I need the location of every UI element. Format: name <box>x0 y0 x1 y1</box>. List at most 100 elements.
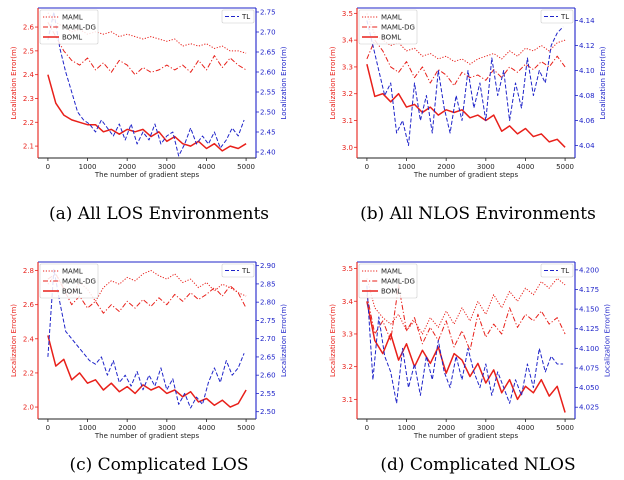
right-y-tick-label: 2.70 <box>260 335 276 343</box>
x-tick-label: 2000 <box>437 424 455 432</box>
series-line-tl <box>366 20 564 146</box>
legend-label-tl: TL <box>241 267 250 275</box>
x-tick-label: 0 <box>46 424 50 432</box>
legend-label-boml: BOML <box>381 34 401 42</box>
right-y-tick-label: 4.125 <box>579 325 599 333</box>
left-y-tick-label: 3.1 <box>342 117 353 125</box>
legend-label-maml-dg: MAML-DG <box>62 24 96 32</box>
left-y-tick-label: 3.4 <box>342 37 354 45</box>
right-y-tick-label: 4.175 <box>579 286 599 294</box>
series-line-boml <box>366 64 566 148</box>
right-y-tick-label: 4.10 <box>579 67 595 75</box>
left-y-tick-label: 2.4 <box>23 335 35 343</box>
right-y-tick-label: 2.75 <box>260 317 276 325</box>
series-line-maml-dg <box>366 39 566 87</box>
left-y-tick-label: 2.2 <box>23 369 34 377</box>
x-tick-label: 5000 <box>237 424 255 432</box>
legend-right: TL <box>540 9 574 24</box>
legend-left: MAML MAML-DG BOML <box>39 9 99 45</box>
left-y-tick-label: 3.1 <box>342 396 353 404</box>
x-tick-label: 0 <box>365 163 369 171</box>
series-line-tl <box>366 285 564 404</box>
x-tick-label: 1000 <box>79 163 97 171</box>
right-y-axis-label: Localization Error(m) <box>280 46 288 119</box>
right-y-tick-label: 4.06 <box>579 117 595 125</box>
left-y-tick-label: 3.5 <box>342 265 353 273</box>
left-y-tick-label: 2.1 <box>23 143 34 151</box>
legend-label-maml-dg: MAML-DG <box>381 24 415 32</box>
legend-label-tl: TL <box>560 13 569 21</box>
right-y-tick-label: 2.65 <box>260 353 276 361</box>
x-tick-label: 2000 <box>118 163 136 171</box>
x-tick-label: 3000 <box>477 424 495 432</box>
legend-label-maml-dg: MAML-DG <box>62 278 96 286</box>
right-y-tick-label: 2.60 <box>260 69 276 77</box>
right-y-tick-label: 2.90 <box>260 262 276 270</box>
series-line-tl <box>47 11 245 157</box>
right-y-tick-label: 2.85 <box>260 280 276 288</box>
x-tick-label: 1000 <box>79 424 97 432</box>
right-y-tick-label: 4.075 <box>579 364 599 372</box>
series-line-boml <box>47 335 247 408</box>
left-y-axis-label: Localization Error(m) <box>329 304 337 377</box>
legend-box <box>39 9 99 45</box>
left-y-tick-label: 3.2 <box>342 90 353 98</box>
left-y-tick-label: 3.2 <box>342 363 353 371</box>
legend-box <box>358 263 418 299</box>
x-axis-label: The number of gradient steps <box>94 171 200 179</box>
series-group <box>366 13 566 148</box>
right-y-tick-label: 4.14 <box>579 17 595 25</box>
x-tick-label: 5000 <box>556 424 574 432</box>
legend-left: MAML MAML-DG BOML <box>358 263 418 299</box>
right-y-tick-label: 2.75 <box>260 9 276 17</box>
legend-right: TL <box>221 263 255 278</box>
x-tick-label: 0 <box>365 424 369 432</box>
series-line-maml <box>47 270 247 302</box>
x-tick-label: 3000 <box>477 163 495 171</box>
left-y-tick-label: 2.8 <box>23 267 34 275</box>
right-y-tick-label: 2.60 <box>260 372 276 380</box>
legend-box <box>39 263 99 299</box>
subfigure-caption: (c) Complicated LOS <box>69 455 248 475</box>
left-y-tick-label: 2.6 <box>23 24 35 32</box>
legend-left: MAML MAML-DG BOML <box>358 9 418 45</box>
series-line-boml <box>366 301 566 413</box>
right-y-tick-label: 4.150 <box>579 306 599 314</box>
right-y-tick-label: 2.50 <box>260 408 276 416</box>
x-tick-label: 4000 <box>517 424 535 432</box>
x-axis-label: The number of gradient steps <box>413 171 519 179</box>
right-y-tick-label: 4.100 <box>579 345 599 353</box>
right-y-axis-label: Localization Error(m) <box>599 46 607 119</box>
series-group <box>366 277 566 413</box>
series-line-maml-dg <box>47 22 247 76</box>
right-y-tick-label: 4.200 <box>579 266 599 274</box>
right-y-tick-label: 2.50 <box>260 109 276 117</box>
right-y-tick-label: 4.04 <box>579 142 595 150</box>
right-y-tick-label: 2.70 <box>260 29 276 37</box>
right-y-axis-label: Localization Error(m) <box>604 304 612 377</box>
series-line-maml <box>366 277 566 335</box>
legend-left: MAML MAML-DG BOML <box>39 263 99 299</box>
x-tick-label: 3000 <box>158 163 176 171</box>
x-tick-label: 4000 <box>198 163 216 171</box>
series-line-boml <box>47 74 247 152</box>
right-y-tick-label: 2.55 <box>260 390 276 398</box>
subfigure-caption: (b) All NLOS Environments <box>360 204 596 224</box>
right-y-axis-label: Localization Error(m) <box>280 304 288 377</box>
left-y-tick-label: 2.3 <box>23 95 34 103</box>
right-y-tick-label: 4.050 <box>579 384 599 392</box>
x-tick-label: 3000 <box>158 424 176 432</box>
subfigure-caption: (d) Complicated NLOS <box>380 455 575 475</box>
legend-label-maml: MAML <box>381 14 402 22</box>
legend-label-boml: BOML <box>62 288 82 296</box>
right-y-tick-label: 4.12 <box>579 42 595 50</box>
left-y-tick-label: 2.5 <box>23 47 34 55</box>
right-y-tick-label: 2.40 <box>260 149 276 157</box>
subfigure-caption: (a) All LOS Environments <box>49 204 269 224</box>
x-tick-label: 1000 <box>398 163 416 171</box>
legend-label-boml: BOML <box>62 34 82 42</box>
x-axis-label: The number of gradient steps <box>413 432 519 440</box>
x-axis-label: The number of gradient steps <box>94 432 200 440</box>
right-y-tick-label: 4.08 <box>579 92 595 100</box>
legend-right: TL <box>221 9 255 24</box>
